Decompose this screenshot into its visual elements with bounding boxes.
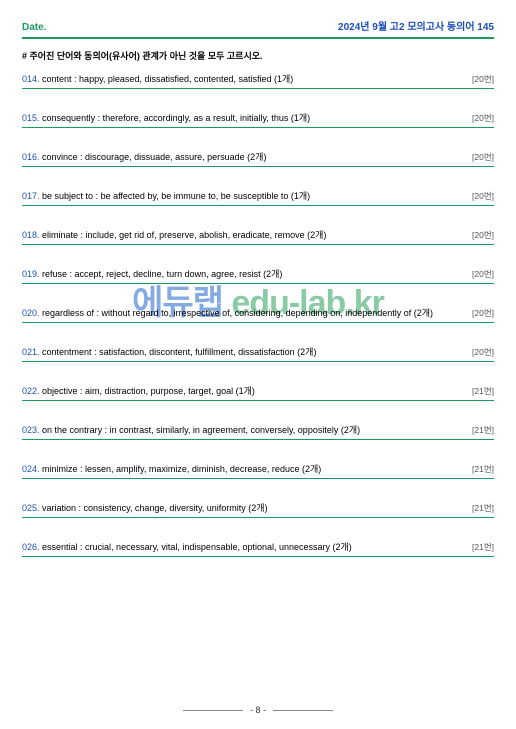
question-body: regardless of : without regard to, irres… [40,308,434,318]
question-body: on the contrary : in contrast, similarly… [40,425,361,435]
question-item: 021. contentment : satisfaction, discont… [22,343,494,361]
question-tag: [20번] [472,190,494,202]
question-item: 016. convince : discourage, dissuade, as… [22,148,494,166]
question-text: 017. be subject to : be affected by, be … [22,189,310,202]
question-item: 017. be subject to : be affected by, be … [22,187,494,205]
instruction-text: # 주어진 단어와 동의어(유사어) 관계가 아닌 것을 모두 고르시오. [22,49,494,62]
question-text: 026. essential : crucial, necessary, vit… [22,540,352,553]
question-body: be subject to : be affected by, be immun… [40,191,311,201]
header: Date. 2024년 9월 고2 모의고사 동의어 145 [22,18,494,37]
page-title: 2024년 9월 고2 모의고사 동의어 145 [338,18,494,33]
question-body: variation : consistency, change, diversi… [40,503,268,513]
question-tag: [21번] [472,463,494,475]
question-text: 014. content : happy, pleased, dissatisf… [22,72,293,85]
item-divider [22,205,494,206]
question-item: 015. consequently : therefore, according… [22,109,494,127]
item-divider [22,517,494,518]
question-tag: [21번] [472,502,494,514]
item-divider [22,400,494,401]
question-number: 021. [22,347,40,357]
question-number: 024. [22,464,40,474]
item-divider [22,127,494,128]
question-text: 020. regardless of : without regard to, … [22,306,433,319]
question-text: 016. convince : discourage, dissuade, as… [22,150,266,163]
question-tag: [20번] [472,229,494,241]
question-tag: [20번] [472,151,494,163]
question-item: 020. regardless of : without regard to, … [22,304,494,322]
question-number: 022. [22,386,40,396]
footer: - 8 - [0,705,516,715]
footer-line-right [273,710,333,711]
question-text: 025. variation : consistency, change, di… [22,501,268,514]
question-body: objective : aim, distraction, purpose, t… [40,386,255,396]
question-text: 021. contentment : satisfaction, discont… [22,345,316,358]
question-text: 022. objective : aim, distraction, purpo… [22,384,255,397]
question-tag: [20번] [472,346,494,358]
question-body: contentment : satisfaction, discontent, … [40,347,317,357]
question-item: 019. refuse : accept, reject, decline, t… [22,265,494,283]
page-content: Date. 2024년 9월 고2 모의고사 동의어 145 # 주어진 단어와… [22,18,494,557]
question-number: 026. [22,542,40,552]
item-divider [22,439,494,440]
item-divider [22,361,494,362]
question-body: essential : crucial, necessary, vital, i… [40,542,352,552]
question-tag: [21번] [472,541,494,553]
question-tag: [20번] [472,73,494,85]
question-text: 015. consequently : therefore, according… [22,111,310,124]
items-list: 014. content : happy, pleased, dissatisf… [22,70,494,557]
header-divider [22,37,494,39]
question-body: minimize : lessen, amplify, maximize, di… [40,464,322,474]
question-tag: [20번] [472,268,494,280]
question-body: eliminate : include, get rid of, preserv… [40,230,327,240]
question-body: content : happy, pleased, dissatisfied, … [40,74,294,84]
question-number: 023. [22,425,40,435]
question-item: 018. eliminate : include, get rid of, pr… [22,226,494,244]
question-number: 018. [22,230,40,240]
question-number: 025. [22,503,40,513]
item-divider [22,283,494,284]
question-body: convince : discourage, dissuade, assure,… [40,152,267,162]
question-item: 023. on the contrary : in contrast, simi… [22,421,494,439]
question-item: 014. content : happy, pleased, dissatisf… [22,70,494,88]
question-number: 015. [22,113,40,123]
item-divider [22,478,494,479]
question-item: 024. minimize : lessen, amplify, maximiz… [22,460,494,478]
question-number: 019. [22,269,40,279]
question-tag: [20번] [472,307,494,319]
question-tag: [20번] [472,112,494,124]
question-item: 022. objective : aim, distraction, purpo… [22,382,494,400]
item-divider [22,244,494,245]
footer-line-left [183,710,243,711]
question-tag: [21번] [472,424,494,436]
item-divider [22,556,494,557]
question-number: 020. [22,308,40,318]
question-text: 019. refuse : accept, reject, decline, t… [22,267,282,280]
date-label: Date. [22,22,46,33]
question-item: 025. variation : consistency, change, di… [22,499,494,517]
question-body: refuse : accept, reject, decline, turn d… [40,269,283,279]
item-divider [22,166,494,167]
item-divider [22,322,494,323]
question-body: consequently : therefore, accordingly, a… [40,113,311,123]
question-text: 018. eliminate : include, get rid of, pr… [22,228,326,241]
page-number: - 8 - [250,705,266,715]
question-tag: [21번] [472,385,494,397]
question-number: 016. [22,152,40,162]
question-number: 014. [22,74,40,84]
item-divider [22,88,494,89]
question-text: 023. on the contrary : in contrast, simi… [22,423,360,436]
question-number: 017. [22,191,40,201]
question-text: 024. minimize : lessen, amplify, maximiz… [22,462,321,475]
question-item: 026. essential : crucial, necessary, vit… [22,538,494,556]
